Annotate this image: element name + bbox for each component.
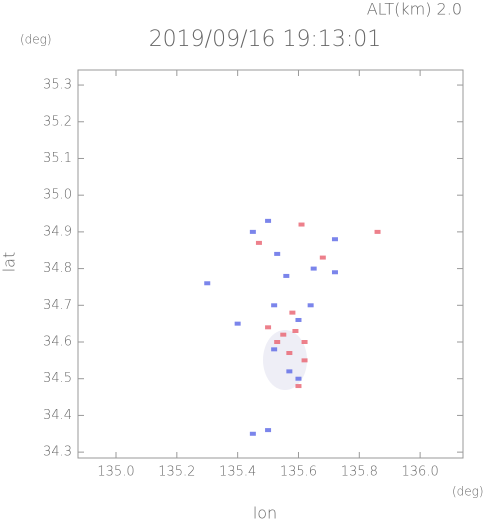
chart-title: 2019/09/16 19:13:01 — [149, 27, 382, 52]
echo-point — [331, 237, 338, 242]
echo-point — [274, 251, 281, 256]
y-unit: (deg) — [20, 33, 52, 47]
x-unit: (deg) — [452, 485, 484, 499]
x-tick-label: 136.0 — [402, 465, 439, 480]
x-tick-label: 135.6 — [280, 465, 317, 480]
y-tick-label: 34.4 — [43, 408, 72, 423]
echo-point — [286, 369, 293, 374]
x-axis-label: lon — [253, 504, 277, 521]
y-tick-label: 35.1 — [43, 151, 72, 166]
y-tick-label: 35.3 — [43, 78, 72, 93]
echo-point — [249, 431, 256, 436]
echo-point — [295, 317, 302, 322]
echo-point — [319, 255, 326, 260]
y-tick-label: 34.8 — [43, 261, 72, 276]
y-tick-label: 34.3 — [43, 445, 72, 460]
echo-point — [283, 273, 290, 278]
echo-point — [331, 270, 338, 275]
y-tick-label: 34.5 — [43, 371, 72, 386]
y-tick-label: 35.2 — [43, 114, 72, 129]
y-tick-label: 34.9 — [43, 224, 72, 239]
y-tick-label: 34.6 — [43, 335, 72, 350]
echo-point — [374, 229, 381, 234]
echo-point — [265, 325, 272, 330]
y-tick-label: 35.0 — [43, 188, 72, 203]
x-tick-label: 135.2 — [158, 465, 195, 480]
echo-point — [271, 347, 278, 352]
echo-point — [292, 328, 299, 333]
echo-point — [295, 384, 302, 389]
echo-point — [249, 229, 256, 234]
x-tick-label: 135.4 — [219, 465, 256, 480]
echo-point — [234, 321, 241, 326]
x-tick-label: 135.0 — [97, 465, 134, 480]
altitude-label: ALT(km) 2.0 — [367, 0, 462, 19]
echo-point — [271, 303, 278, 308]
echo-point — [301, 340, 308, 345]
echo-point — [307, 303, 314, 308]
echo-area — [263, 330, 307, 390]
plot-frame — [77, 69, 464, 459]
echo-point — [280, 332, 287, 337]
echo-point — [286, 351, 293, 356]
echo-point — [204, 281, 211, 286]
x-tick-label: 135.8 — [341, 465, 378, 480]
echo-point — [310, 266, 317, 271]
y-axis-label: lat — [0, 252, 19, 273]
echo-point — [265, 218, 272, 223]
echo-point — [265, 428, 272, 433]
echo-point — [295, 376, 302, 381]
echo-point — [274, 340, 281, 345]
echo-point — [298, 222, 305, 227]
echo-point — [301, 358, 308, 363]
y-tick-label: 34.7 — [43, 298, 72, 313]
echo-point — [255, 240, 262, 245]
echo-point — [289, 310, 296, 315]
